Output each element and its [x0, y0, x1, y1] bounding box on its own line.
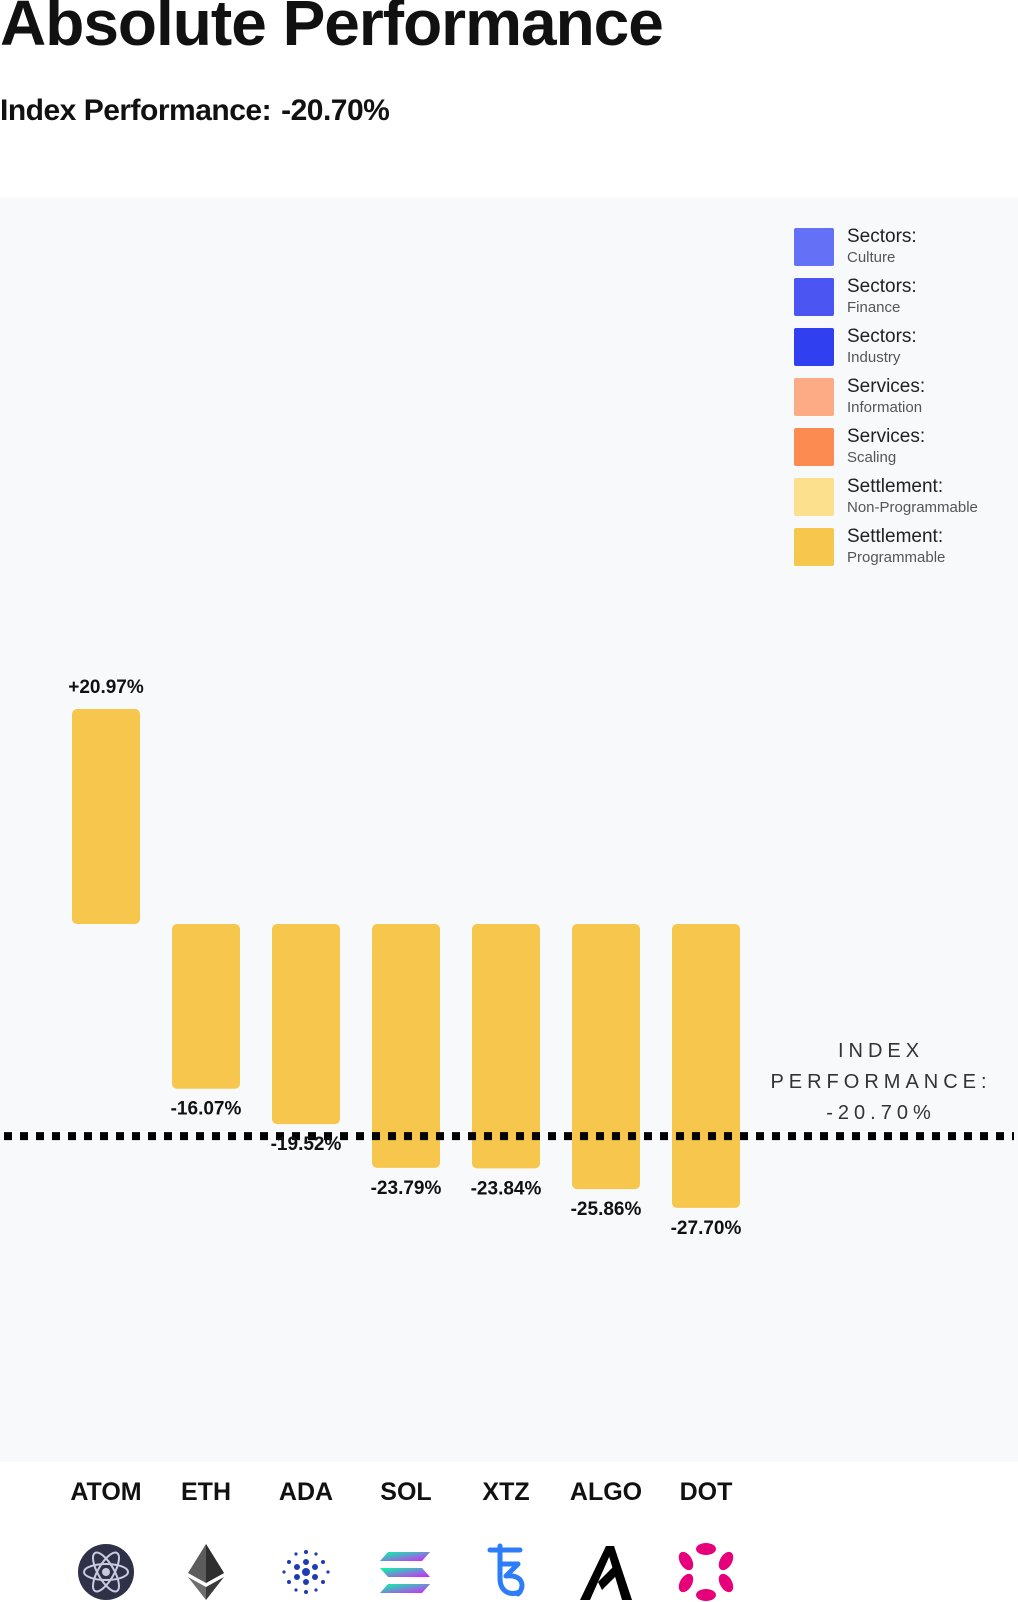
legend-sub-label: Finance [847, 299, 901, 316]
value-label-dot: -27.70% [671, 1218, 742, 1239]
index-performance-annotation: INDEX PERFORMANCE: -20.70% [770, 1036, 992, 1129]
bar-algo [572, 924, 640, 1190]
legend-sub-label: Industry [847, 349, 901, 366]
index-annotation-value: -20.70% [826, 1102, 936, 1124]
value-label-eth: -16.07% [171, 1099, 242, 1120]
page-title: Absolute Performance [0, 0, 664, 59]
legend-group-label: Services: [847, 426, 926, 447]
legend-swatch [794, 278, 834, 316]
legend-sub-label: Culture [847, 249, 896, 266]
legend-swatch [794, 428, 834, 466]
legend-sub-label: Non-Programmable [847, 499, 978, 516]
legend-group-label: Settlement: [847, 526, 944, 547]
bars-group [72, 709, 740, 1208]
legend-swatch [794, 328, 834, 366]
ethereum-icon [188, 1544, 224, 1600]
polkadot-icon [678, 1543, 734, 1601]
cosmos-atom-icon [78, 1544, 134, 1600]
algorand-icon [580, 1546, 632, 1600]
legend-swatch [794, 528, 834, 566]
bar-atom [72, 709, 140, 924]
legend-group-label: Sectors: [847, 226, 917, 247]
index-performance-label: Index Performance: [0, 94, 272, 127]
value-label-ada: -19.52% [271, 1134, 342, 1155]
bar-dot [672, 924, 740, 1208]
legend-group-label: Sectors: [847, 326, 917, 347]
index-annotation-line: INDEX [837, 1040, 925, 1062]
bar-sol [372, 924, 440, 1168]
legend-swatch [794, 478, 834, 516]
ticker-eth: ETH [181, 1478, 231, 1506]
index-performance-value: -20.70% [281, 94, 390, 127]
bar-ada [272, 924, 340, 1125]
value-label-algo: -25.86% [571, 1199, 642, 1220]
ticker-dot: DOT [679, 1478, 733, 1506]
legend-sub-label: Information [847, 399, 923, 416]
legend-group-label: Sectors: [847, 276, 917, 297]
bar-eth [172, 924, 240, 1089]
legend-swatch [794, 228, 834, 266]
tezos-icon [487, 1543, 525, 1597]
legend-group-label: Services: [847, 376, 926, 397]
legend-swatch [794, 378, 834, 416]
value-label-xtz: -23.84% [471, 1178, 542, 1199]
legend-group-label: Settlement: [847, 476, 944, 497]
cardano-icon [282, 1550, 330, 1594]
ticker-algo: ALGO [569, 1478, 643, 1506]
solana-icon [380, 1552, 430, 1593]
index-performance-summary: Index Performance: -20.70% [0, 94, 399, 128]
value-label-atom: +20.97% [68, 677, 144, 698]
index-annotation-line: PERFORMANCE: [770, 1071, 992, 1093]
ticker-ada: ADA [278, 1478, 334, 1506]
value-labels-group: +20.97% -16.07% -19.52% -23.79% -23.84% -25.8… [68, 677, 741, 1239]
ticker-atom: ATOM [70, 1478, 142, 1506]
bar-xtz [472, 924, 540, 1169]
value-label-sol: -23.79% [371, 1178, 442, 1199]
ticker-sol: SOL [380, 1478, 432, 1506]
legend-sub-label: Programmable [847, 549, 946, 566]
ticker-xtz: XTZ [482, 1478, 530, 1506]
legend-sub-label: Scaling [847, 449, 897, 466]
chart-panel [0, 197, 1018, 1462]
